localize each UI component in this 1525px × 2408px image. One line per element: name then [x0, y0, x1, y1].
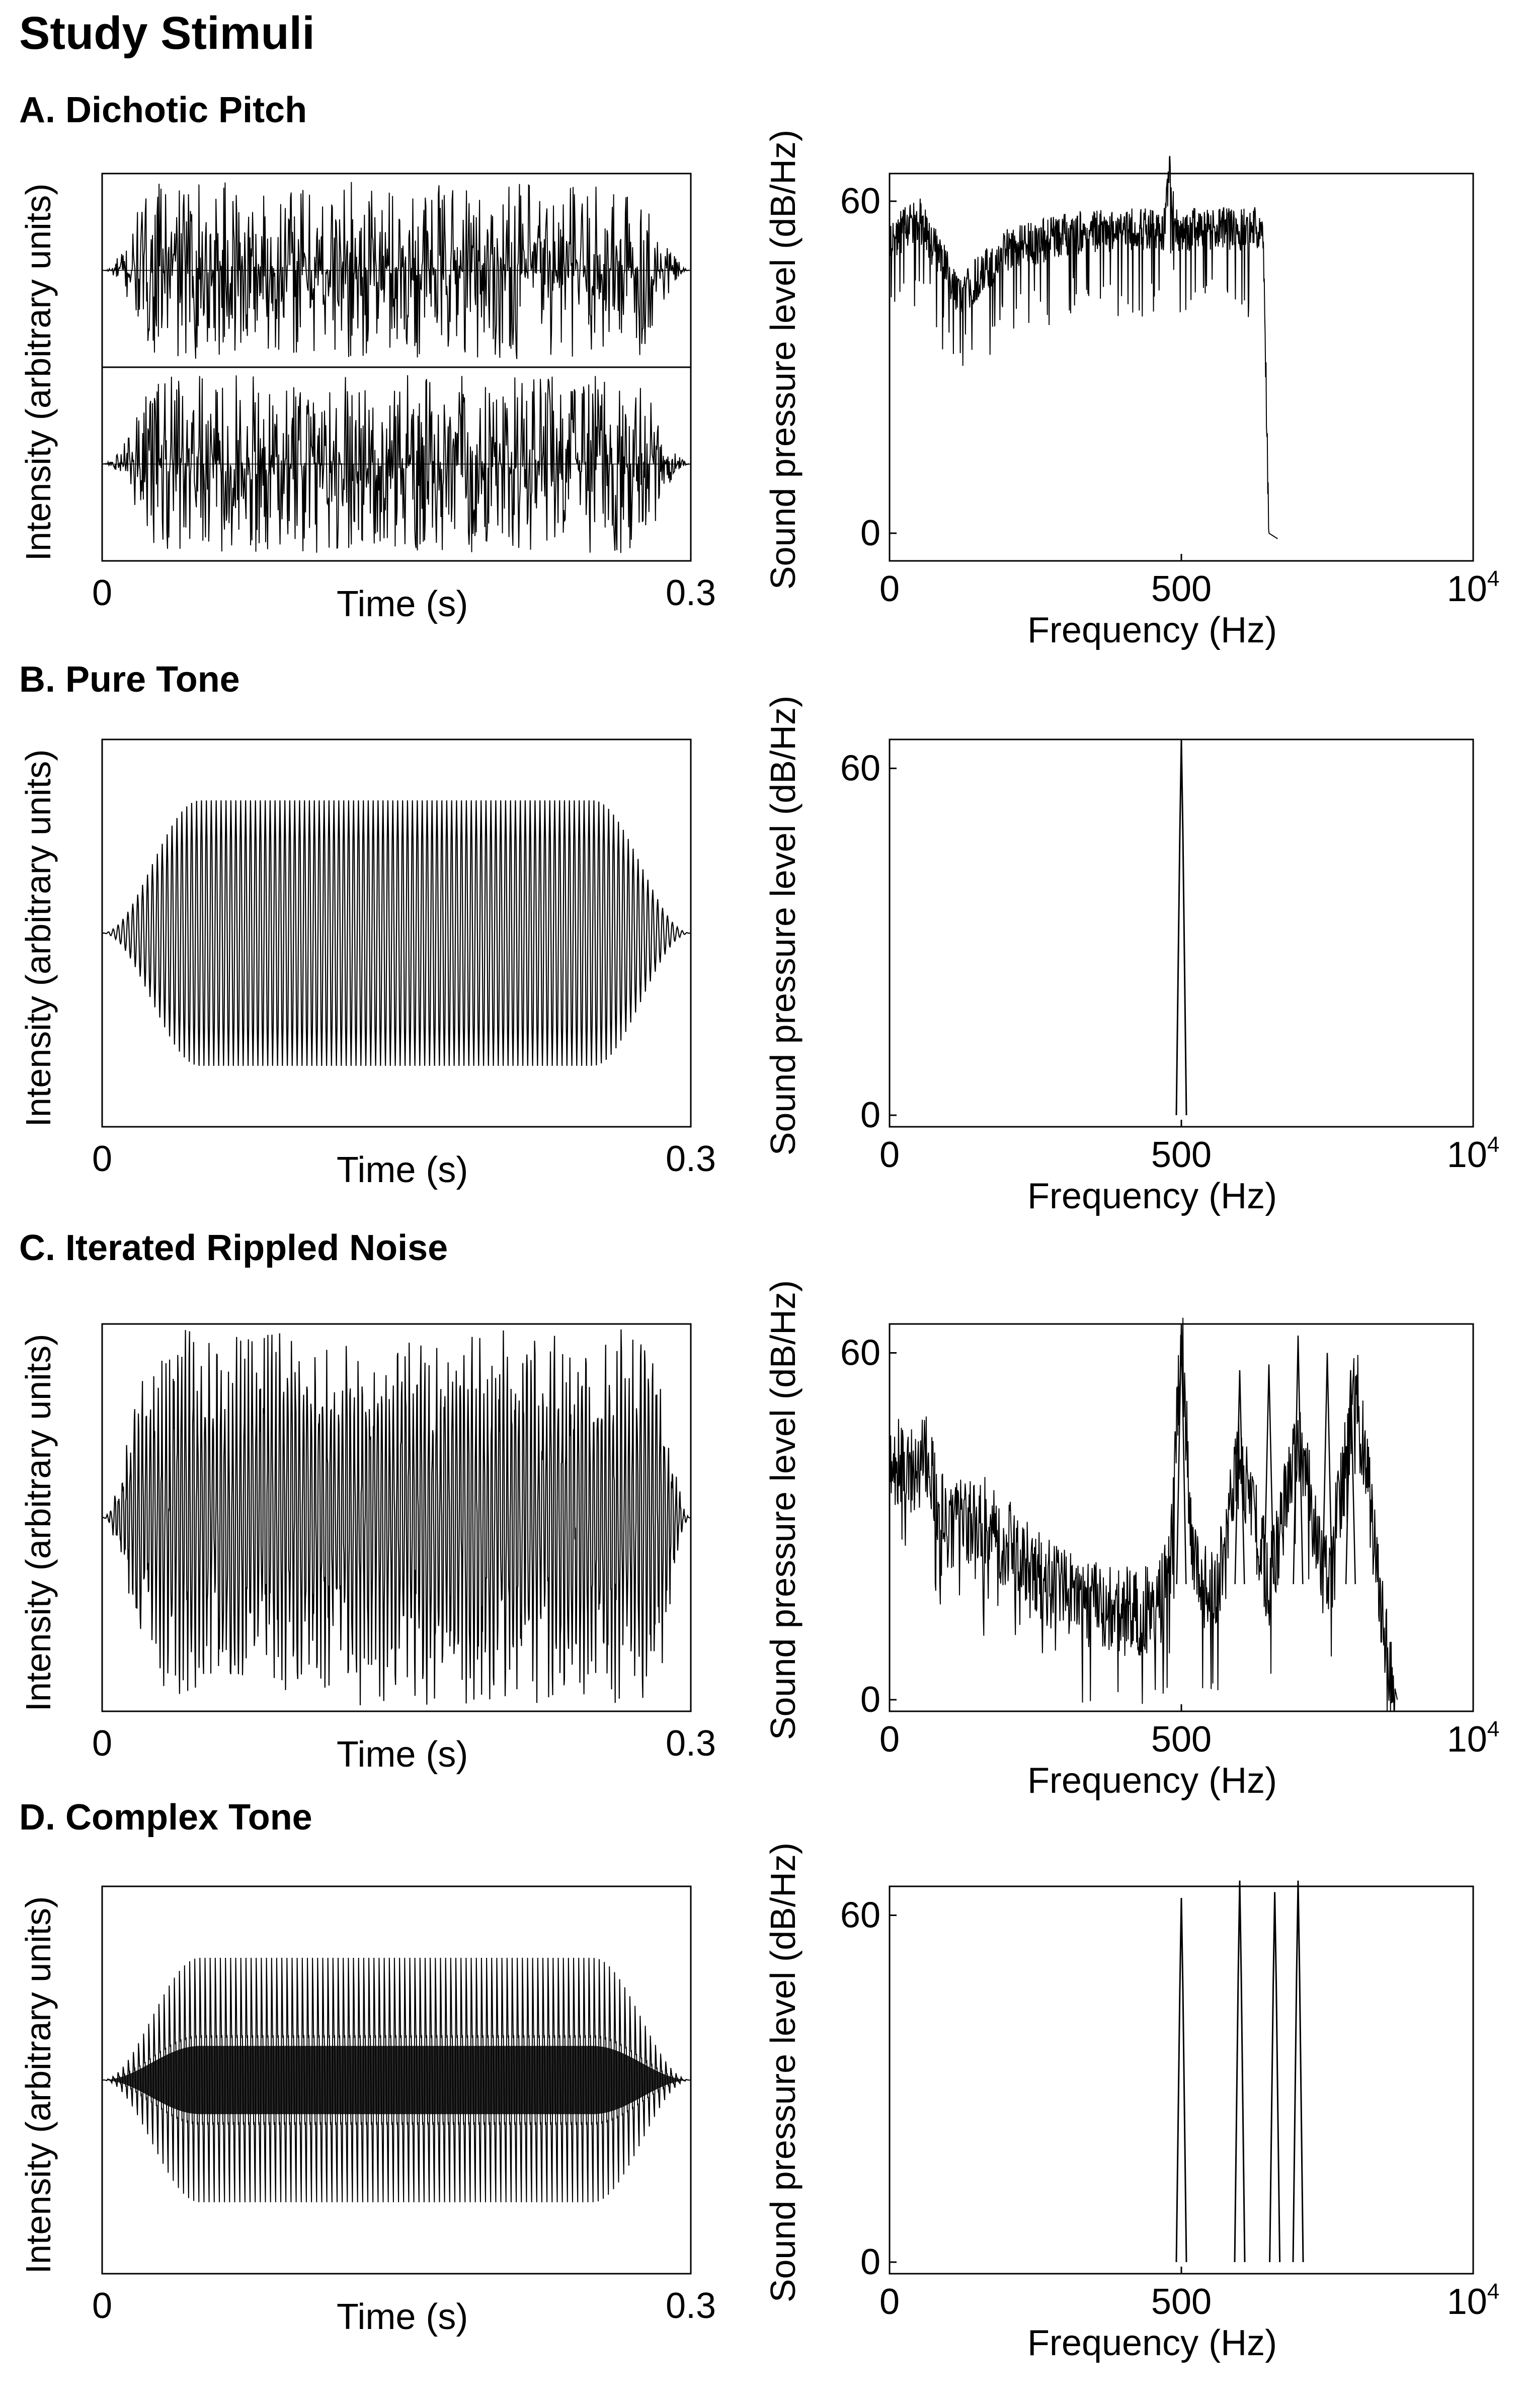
harmonic-peak	[1234, 1370, 1245, 1585]
x-tick-label: 0.3	[666, 1139, 716, 1179]
y-tick-label: 60	[840, 181, 880, 221]
x-axis-label: Frequency (Hz)	[1027, 610, 1277, 650]
y-axis-label: Sound pressure level (dB/Hz)	[763, 696, 802, 1155]
waveform-series-0	[102, 182, 691, 359]
x-axis-label: Frequency (Hz)	[1027, 1176, 1277, 1216]
spectrum-peak-2	[1269, 1892, 1281, 2263]
spectrum-plot-1	[889, 155, 1474, 562]
spectrum-peak-0	[1175, 1897, 1187, 2263]
y-axis-label: Sound pressure level (dB/Hz)	[763, 1280, 802, 1740]
y-axis-label: Intensity (arbitrary units)	[19, 750, 58, 1127]
x-tick-label: 0	[92, 1139, 112, 1179]
y-tick-label: 60	[840, 1333, 880, 1373]
waveform-plot-4	[101, 1323, 692, 1712]
x-axis-label: Time (s)	[337, 1734, 468, 1775]
waveform-plot-6	[101, 1885, 692, 2275]
harmonic-peak	[1263, 1364, 1274, 1585]
y-tick-label: 0	[860, 1095, 880, 1135]
y-axis-label: Intensity (arbitrary units)	[19, 1334, 58, 1712]
harmonic-peak	[1345, 1370, 1356, 1585]
spectrum-plot-7	[889, 1880, 1474, 2275]
y-axis-label: Sound pressure level (dB/Hz)	[763, 130, 802, 590]
x-tick-label: 0	[92, 573, 112, 613]
waveform-plot-2	[101, 738, 692, 1128]
waveform-series-1	[102, 375, 691, 553]
spectrum-peak-0	[1175, 739, 1187, 1116]
x-tick-label: 104	[1447, 1132, 1500, 1175]
x-axis-label: Time (s)	[337, 2297, 468, 2337]
y-axis-label: Intensity (arbitrary units)	[19, 1896, 58, 2274]
panel-heading-b: B. Pure Tone	[19, 659, 240, 700]
spectrum-peak-3	[1292, 1880, 1304, 2263]
y-axis-label: Intensity (arbitrary units)	[19, 184, 58, 561]
spectrum-plot-5	[889, 1317, 1474, 1712]
waveform-inner-band	[102, 2046, 691, 2114]
spectrum-series-0	[889, 155, 1278, 539]
spectrum-plot-3	[889, 738, 1474, 1128]
harmonic-peak	[1322, 1353, 1333, 1585]
x-tick-label: 104	[1447, 2279, 1500, 2322]
waveform-plot-0	[101, 173, 692, 562]
x-tick-label: 500	[1151, 2282, 1212, 2322]
spectrum-frame	[889, 1885, 1474, 2275]
x-tick-label: 0	[879, 1719, 900, 1760]
x-tick-label: 500	[1151, 1135, 1212, 1175]
y-tick-label: 60	[840, 1895, 880, 1935]
harmonic-peak	[1293, 1335, 1304, 1585]
y-axis-label: Sound pressure level (dB/Hz)	[763, 1843, 802, 2302]
waveform-series-0	[102, 800, 691, 1066]
spectrum-series-0	[889, 1317, 1398, 1712]
panel-heading-d: D. Complex Tone	[19, 1797, 312, 1838]
x-tick-label: 500	[1151, 569, 1212, 609]
x-axis-label: Frequency (Hz)	[1027, 2323, 1277, 2363]
y-tick-label: 60	[840, 748, 880, 788]
x-tick-label: 0	[92, 2286, 112, 2326]
x-axis-label: Time (s)	[337, 1150, 468, 1190]
harmonic-peak	[1176, 1323, 1187, 1585]
x-tick-label: 0.3	[666, 2286, 716, 2326]
x-tick-label: 0	[879, 1135, 900, 1175]
figure-title: Study Stimuli	[19, 8, 315, 59]
waveform-series-0	[102, 1329, 691, 1706]
x-tick-label: 0	[92, 1723, 112, 1764]
x-tick-label: 0.3	[666, 1723, 716, 1764]
x-tick-label: 0.3	[666, 573, 716, 613]
spectrum-peak-1	[1234, 1880, 1246, 2263]
x-tick-label: 500	[1151, 1719, 1212, 1760]
x-axis-label: Time (s)	[337, 584, 468, 624]
x-tick-label: 104	[1447, 566, 1500, 609]
x-tick-label: 0	[879, 569, 900, 609]
y-tick-label: 0	[860, 513, 880, 553]
x-axis-label: Frequency (Hz)	[1027, 1761, 1277, 1801]
x-tick-label: 0	[879, 2282, 900, 2322]
panel-heading-c: C. Iterated Rippled Noise	[19, 1228, 448, 1268]
y-tick-label: 0	[860, 2242, 880, 2282]
spectrum-frame	[889, 738, 1474, 1128]
x-tick-label: 104	[1447, 1717, 1500, 1760]
panel-heading-a: A. Dichotic Pitch	[19, 90, 307, 130]
y-tick-label: 0	[860, 1680, 880, 1720]
